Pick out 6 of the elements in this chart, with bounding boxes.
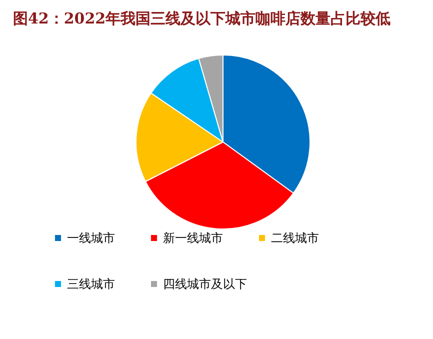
chart-title: 图42：2022年我国三线及以下城市咖啡店数量占比较低 <box>13 10 391 28</box>
legend-label: 新一线城市 <box>163 231 223 245</box>
legend-label: 三线城市 <box>67 277 115 291</box>
legend-label: 二线城市 <box>271 231 319 245</box>
legend-label: 四线城市及以下 <box>163 277 247 291</box>
legend-label: 一线城市 <box>67 231 115 245</box>
